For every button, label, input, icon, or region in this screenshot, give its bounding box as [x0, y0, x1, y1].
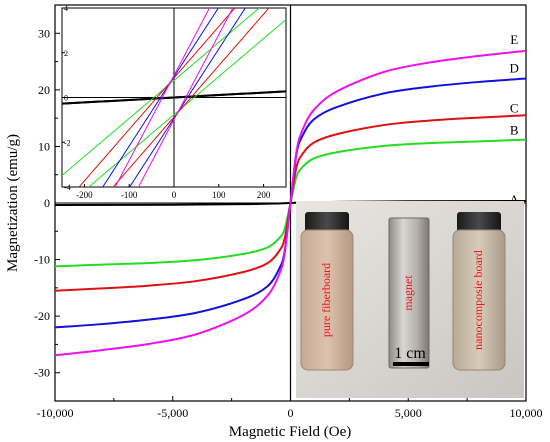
inset-loop-branch-E — [137, 8, 234, 187]
inset-x-tick-label: 100 — [212, 190, 226, 200]
inset-loop-branch-D — [129, 8, 246, 187]
series-label-A: A — [510, 192, 520, 207]
inset-ticks: -200 -100 0 100 200 -4 -2 0 2 4 — [62, 4, 271, 200]
x-axis-label: Magnetic Field (Oe) — [229, 424, 351, 440]
series-label-E: E — [510, 32, 518, 47]
inset-loop-branch-C — [78, 8, 236, 187]
jar-body — [300, 229, 354, 371]
x-axis-ticks: -10,000 -5,000 0 5,000 10,000 — [37, 396, 543, 420]
inset-x-tick-label: -200 — [76, 190, 93, 200]
series-label-D: D — [510, 60, 519, 75]
inset-x-tick-label: 0 — [172, 190, 177, 200]
inset-y-tick-label: -4 — [64, 183, 71, 192]
series-labels: A BC DE — [510, 32, 520, 207]
x-tick-label: -10,000 — [37, 406, 74, 420]
series-label-C: C — [510, 101, 519, 116]
magnetization-curves — [54, 49, 527, 357]
y-tick-label: -20 — [34, 309, 50, 323]
inset-x-tick-label: -100 — [121, 190, 138, 200]
y-tick-label: 0 — [44, 196, 50, 210]
y-tick-label: -10 — [34, 253, 50, 267]
nanocomposite-board-label: nanocomposie board — [471, 250, 485, 350]
inset-loop-branch-D — [102, 8, 219, 187]
pure-fiberboard-label: pure fiberboard — [319, 263, 333, 337]
pure-fiberboard-jar: pure fiberboard — [300, 212, 354, 371]
magnet: magnet — [388, 217, 430, 369]
y-tick-label: 30 — [38, 26, 50, 40]
nanocomposite-board-jar: nanocomposie board — [452, 212, 506, 371]
jar-body — [452, 229, 506, 371]
magnet-body — [388, 217, 430, 369]
inset-y-tick-label: -2 — [64, 138, 71, 147]
x-tick-label: 10,000 — [510, 406, 543, 420]
jar-cap — [305, 212, 349, 232]
series-label-B: B — [510, 123, 519, 138]
series-curve-E — [54, 49, 527, 357]
inset-hysteresis-loops — [62, 8, 286, 187]
hysteresis-inset: -200 -100 0 100 200 -4 -2 0 2 4 — [61, 4, 287, 200]
inset-loop-branch-C — [112, 8, 270, 187]
jar-cap — [457, 212, 501, 232]
inset-loop-branch-A — [62, 90, 286, 105]
scale-bar — [393, 362, 429, 366]
x-tick-label: -5,000 — [157, 406, 188, 420]
y-tick-label: -30 — [34, 366, 50, 380]
inset-x-tick-label: 200 — [257, 190, 271, 200]
inset-y-tick-label: 2 — [64, 49, 68, 58]
y-tick-label: 20 — [38, 83, 50, 97]
sample-photo: pure fiberboard magnet nanocomposie boar… — [296, 201, 524, 398]
inset-loop-branch-E — [114, 8, 211, 187]
y-tick-label: 10 — [38, 139, 50, 153]
y-axis-label: Magnetization (emu/g) — [5, 134, 21, 272]
x-tick-label: 0 — [288, 406, 294, 420]
inset-loop-branch-B — [62, 8, 261, 177]
inset-loop-branch-B — [87, 18, 286, 187]
magnet-label: magnet — [401, 275, 415, 311]
inset-y-tick-label: 0 — [64, 94, 68, 103]
x-tick-label: 5,000 — [395, 406, 422, 420]
y-axis-ticks: -30 -20 -10 0 10 20 30 — [34, 4, 60, 402]
scale-bar-label: 1 cm — [394, 345, 426, 362]
inset-y-tick-label: 4 — [64, 4, 68, 13]
